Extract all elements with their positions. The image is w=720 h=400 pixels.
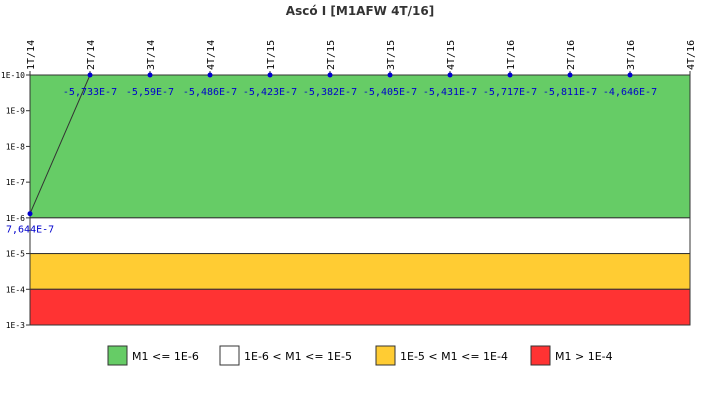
data-label: -5,811E-7 — [543, 87, 597, 98]
x-tick-label: 2T/15 — [326, 40, 337, 70]
data-label: -5,431E-7 — [423, 87, 477, 98]
data-point — [147, 72, 153, 78]
data-point — [87, 72, 93, 78]
x-tick-label: 4T/15 — [446, 40, 457, 70]
data-point — [567, 72, 573, 78]
legend-swatch — [219, 345, 240, 366]
data-label: -4,646E-7 — [603, 87, 657, 98]
data-point — [387, 72, 393, 78]
y-tick-label: 1E-9 — [6, 107, 25, 116]
x-tick-label: 3T/15 — [386, 40, 397, 70]
data-label: -5,405E-7 — [363, 87, 417, 98]
y-tick-label: 1E-6 — [6, 214, 25, 223]
x-tick-label: 2T/16 — [566, 40, 577, 70]
x-tick-label: 1T/15 — [266, 40, 277, 70]
data-label: -5,382E-7 — [303, 87, 357, 98]
x-tick-label: 1T/14 — [26, 40, 37, 70]
x-axis: 1T/14 2T/14 3T/14 4T/14 1T/15 2T/15 3T/15 4T/15… — [26, 40, 697, 75]
legend: M1 <= 1E-6 1E-6 < M1 <= 1E-5 1E-5 < M1 <= … — [107, 345, 613, 366]
y-tick-label: 1E-3 — [6, 321, 25, 330]
data-label: -5,717E-7 — [483, 87, 537, 98]
band-1 — [29, 217, 691, 255]
data-point — [627, 72, 633, 78]
x-tick-label: 4T/16 — [686, 40, 697, 70]
series-group: 7,644E-7 -5,733E-7 -5,59E-7 -5,486E-7 -5,423… — [6, 72, 657, 236]
data-point — [327, 72, 333, 78]
legend-item: M1 <= 1E-6 — [107, 345, 199, 366]
data-point — [447, 72, 453, 78]
data-point — [507, 72, 513, 78]
x-tick-label: 2T/14 — [86, 40, 97, 70]
data-label: -5,486E-7 — [183, 87, 237, 98]
x-tick-label: 4T/14 — [206, 40, 217, 70]
y-tick-label: 1E-7 — [6, 178, 25, 187]
x-tick-label: 3T/16 — [626, 40, 637, 70]
band-group — [29, 74, 691, 326]
legend-swatch — [375, 345, 396, 366]
legend-item: 1E-6 < M1 <= 1E-5 — [219, 345, 352, 366]
data-label: -5,423E-7 — [243, 87, 297, 98]
legend-label: M1 <= 1E-6 — [132, 350, 199, 363]
data-point — [27, 211, 33, 217]
data-label: 7,644E-7 — [6, 225, 54, 236]
data-point — [207, 72, 213, 78]
legend-swatch — [107, 345, 128, 366]
band-2 — [29, 253, 691, 290]
band-0 — [29, 74, 691, 219]
data-label: -5,733E-7 — [63, 87, 117, 98]
y-tick-label: 1E-10 — [1, 71, 25, 80]
chart-title: Ascó I [M1AFW 4T/16] — [286, 4, 434, 18]
x-tick-label: 1T/16 — [506, 40, 517, 70]
legend-item: M1 > 1E-4 — [530, 345, 613, 366]
y-axis: 1E-10 1E-9 1E-8 1E-7 1E-6 1E-5 1E-4 1E-3 — [1, 71, 30, 330]
band-3 — [29, 288, 691, 326]
legend-label: 1E-5 < M1 <= 1E-4 — [400, 350, 508, 363]
data-label: -5,59E-7 — [126, 87, 174, 98]
y-tick-label: 1E-5 — [6, 250, 25, 259]
legend-label: M1 > 1E-4 — [555, 350, 613, 363]
data-point — [267, 72, 273, 78]
legend-label: 1E-6 < M1 <= 1E-5 — [244, 350, 352, 363]
y-tick-label: 1E-8 — [6, 142, 25, 151]
legend-item: 1E-5 < M1 <= 1E-4 — [375, 345, 508, 366]
legend-swatch — [530, 345, 551, 366]
y-tick-label: 1E-4 — [6, 285, 25, 294]
x-tick-label: 3T/14 — [146, 40, 157, 70]
